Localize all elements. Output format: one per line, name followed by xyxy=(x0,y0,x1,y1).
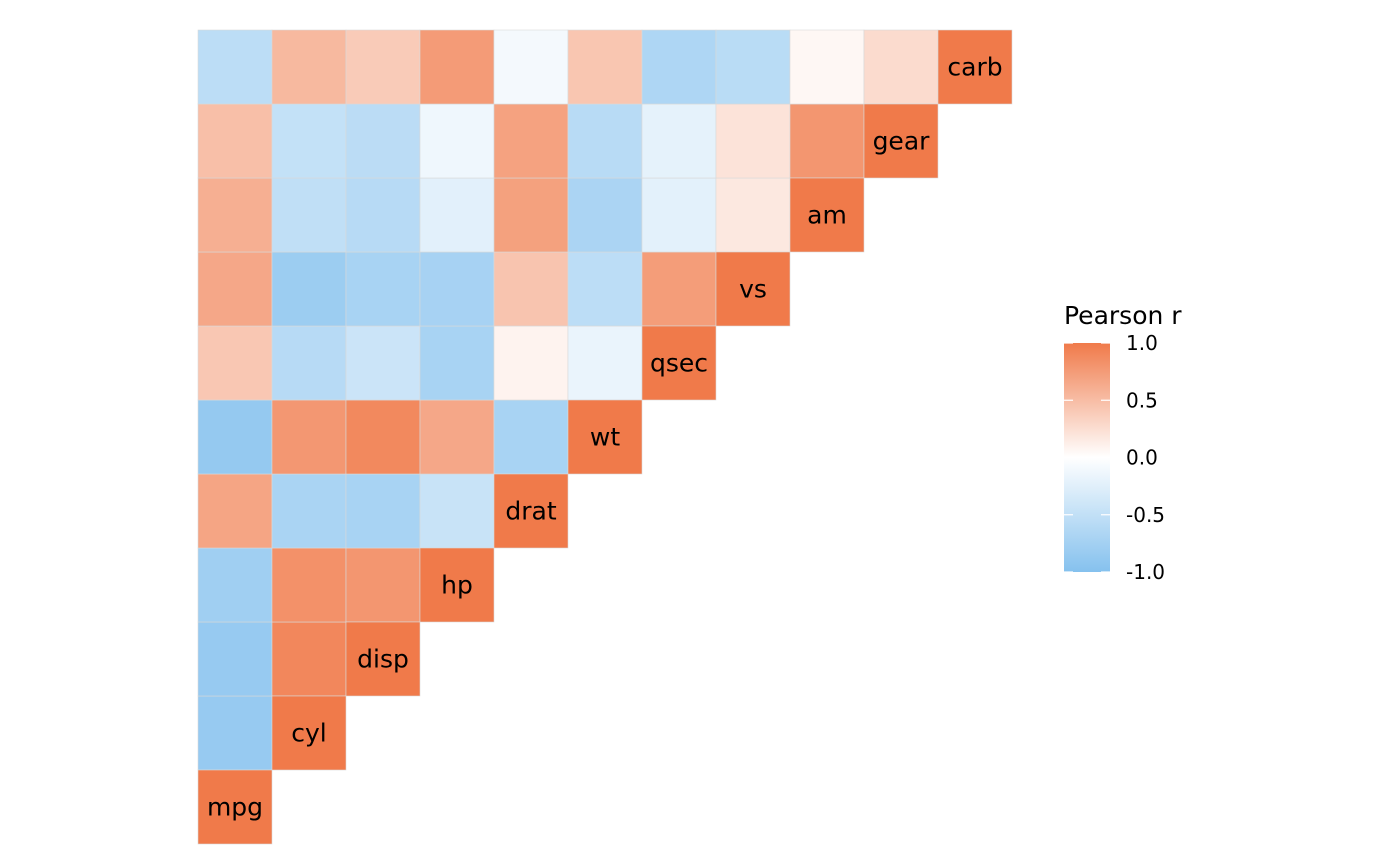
cell-qsec-disp xyxy=(345,325,421,401)
cell-carb-cyl xyxy=(271,29,347,105)
cell-am-hp xyxy=(419,177,495,253)
variable-label-cyl: cyl xyxy=(291,719,327,748)
cell-gear-mpg xyxy=(197,103,273,179)
cell-qsec-cyl xyxy=(271,325,347,401)
variable-label-wt: wt xyxy=(590,423,620,452)
cell-diagonal-cyl xyxy=(271,695,347,771)
cell-qsec-drat xyxy=(493,325,569,401)
cell-carb-drat xyxy=(493,29,569,105)
cell-gear-wt xyxy=(567,103,643,179)
cell-carb-mpg xyxy=(197,29,273,105)
cell-wt-drat xyxy=(493,399,569,475)
cell-qsec-mpg xyxy=(197,325,273,401)
cell-wt-mpg xyxy=(197,399,273,475)
cell-diagonal-qsec xyxy=(641,325,717,401)
cell-hp-cyl xyxy=(271,547,347,623)
cell-am-disp xyxy=(345,177,421,253)
cell-vs-wt xyxy=(567,251,643,327)
cell-gear-cyl xyxy=(271,103,347,179)
diagonal-labels: mpg cyl disp hp drat wt qsec vs am gear carb xyxy=(207,53,1003,822)
cell-diagonal-hp xyxy=(419,547,495,623)
cell-vs-drat xyxy=(493,251,569,327)
cell-qsec-wt xyxy=(567,325,643,401)
cell-carb-hp xyxy=(419,29,495,105)
legend-tick-label: 0.0 xyxy=(1126,446,1158,470)
cell-wt-disp xyxy=(345,399,421,475)
legend-tick-label: 0.5 xyxy=(1126,388,1158,412)
legend: Pearson r 1.0 0.5 0.0 -0.5 -1.0 xyxy=(1064,301,1182,584)
cell-drat-cyl xyxy=(271,473,347,549)
legend-tick-label: -1.0 xyxy=(1126,560,1165,584)
cell-diagonal-gear xyxy=(863,103,939,179)
legend-ticks: 1.0 0.5 0.0 -0.5 -1.0 xyxy=(1064,331,1165,584)
cell-vs-hp xyxy=(419,251,495,327)
cell-drat-disp xyxy=(345,473,421,549)
heatmap-cells xyxy=(197,29,1013,845)
cell-carb-qsec xyxy=(641,29,717,105)
cell-carb-am xyxy=(789,29,865,105)
cell-carb-gear xyxy=(863,29,939,105)
legend-tick-label: -0.5 xyxy=(1126,503,1165,527)
variable-label-disp: disp xyxy=(357,645,409,674)
cell-hp-disp xyxy=(345,547,421,623)
cell-carb-disp xyxy=(345,29,421,105)
cell-diagonal-mpg xyxy=(197,769,273,845)
cell-diagonal-vs xyxy=(715,251,791,327)
cell-carb-wt xyxy=(567,29,643,105)
cell-diagonal-wt xyxy=(567,399,643,475)
cell-gear-vs xyxy=(715,103,791,179)
cell-gear-qsec xyxy=(641,103,717,179)
variable-label-carb: carb xyxy=(947,53,1002,82)
cell-vs-mpg xyxy=(197,251,273,327)
cell-diagonal-drat xyxy=(493,473,569,549)
cell-qsec-hp xyxy=(419,325,495,401)
legend-title: Pearson r xyxy=(1064,301,1182,330)
variable-label-hp: hp xyxy=(441,571,473,600)
variable-label-vs: vs xyxy=(739,275,767,304)
cell-wt-hp xyxy=(419,399,495,475)
cell-cyl-mpg xyxy=(197,695,273,771)
cell-gear-hp xyxy=(419,103,495,179)
cell-diagonal-am xyxy=(789,177,865,253)
variable-label-drat: drat xyxy=(505,497,556,526)
cell-vs-disp xyxy=(345,251,421,327)
cell-diagonal-carb xyxy=(937,29,1013,105)
variable-label-qsec: qsec xyxy=(650,349,708,378)
cell-carb-vs xyxy=(715,29,791,105)
cell-am-qsec xyxy=(641,177,717,253)
cell-hp-mpg xyxy=(197,547,273,623)
cell-drat-mpg xyxy=(197,473,273,549)
cell-gear-disp xyxy=(345,103,421,179)
cell-am-drat xyxy=(493,177,569,253)
cell-wt-cyl xyxy=(271,399,347,475)
cell-vs-qsec xyxy=(641,251,717,327)
cell-vs-cyl xyxy=(271,251,347,327)
cell-drat-hp xyxy=(419,473,495,549)
cell-gear-drat xyxy=(493,103,569,179)
cell-am-wt xyxy=(567,177,643,253)
cell-disp-mpg xyxy=(197,621,273,697)
cell-disp-cyl xyxy=(271,621,347,697)
variable-label-gear: gear xyxy=(873,127,931,156)
legend-tick-label: 1.0 xyxy=(1126,331,1158,355)
cell-am-mpg xyxy=(197,177,273,253)
variable-label-am: am xyxy=(807,201,847,230)
cell-diagonal-disp xyxy=(345,621,421,697)
cell-am-vs xyxy=(715,177,791,253)
variable-label-mpg: mpg xyxy=(207,793,263,822)
cell-gear-am xyxy=(789,103,865,179)
cell-am-cyl xyxy=(271,177,347,253)
